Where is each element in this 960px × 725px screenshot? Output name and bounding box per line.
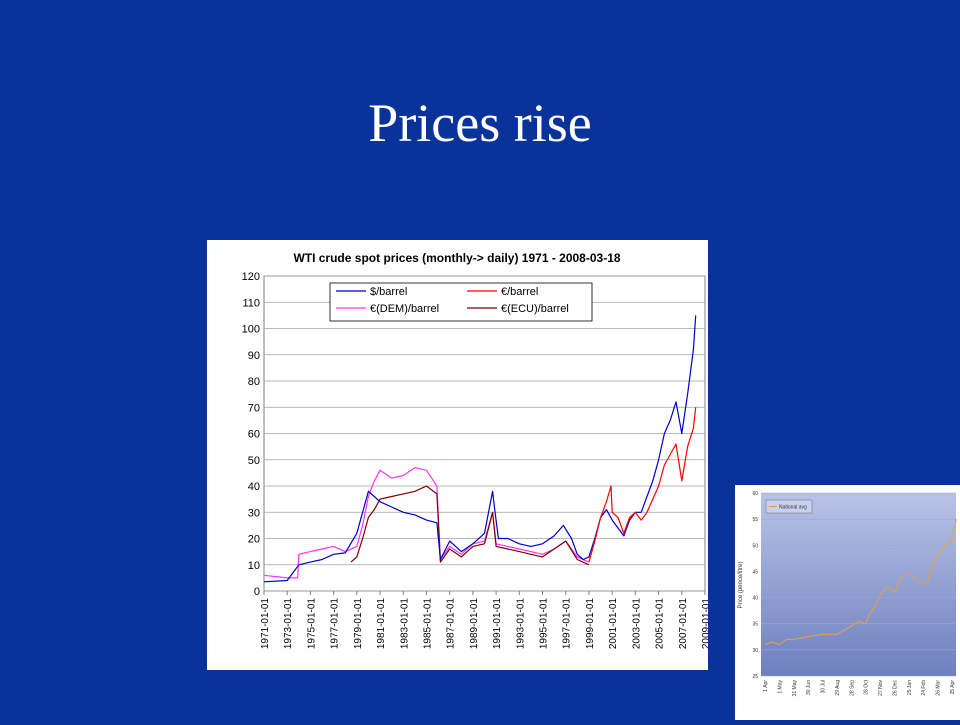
x-tick-label: 1997-01-01 bbox=[562, 598, 573, 650]
x-tick-label: 2005-01-01 bbox=[655, 598, 666, 650]
legend-box bbox=[329, 282, 593, 322]
y-tick-label: 60 bbox=[248, 429, 260, 441]
y-tick-label: 70 bbox=[248, 402, 260, 414]
x-tick-label: 2009-01-01 bbox=[701, 598, 708, 650]
chart-legend: $/barrel €/barrel €(DEM)/barrel €(ECU)/barr… bbox=[329, 282, 593, 322]
x-tick-label: 26 Mar bbox=[936, 680, 942, 696]
x-tick-label: 30 Jul bbox=[821, 680, 827, 693]
x-tick-label: 1989-01-01 bbox=[469, 598, 480, 650]
x-tick-label: 29 Aug bbox=[835, 680, 841, 696]
legend-label: National avg bbox=[779, 505, 807, 511]
y-tick-label: 35 bbox=[752, 622, 758, 628]
x-tick-label: 28 Sep bbox=[849, 680, 855, 696]
y-tick-label: 90 bbox=[248, 350, 260, 362]
y-tick-label: 110 bbox=[242, 297, 260, 309]
x-tick-label: 25 Jan bbox=[907, 680, 913, 695]
x-tick-label: 1991-01-01 bbox=[492, 598, 503, 650]
x-tick-label: 2007-01-01 bbox=[678, 598, 689, 650]
y-tick-label: 25 bbox=[752, 674, 758, 680]
x-tick-label: 1 Apr bbox=[763, 680, 769, 692]
x-tick-label: 26 Dec bbox=[892, 680, 898, 696]
y-tick-label: 60 bbox=[752, 491, 758, 497]
x-tick-label: 1983-01-01 bbox=[399, 598, 410, 650]
x-tick-label: 1973-01-01 bbox=[283, 598, 294, 650]
chart-title: WTI crude spot prices (monthly-> daily) … bbox=[293, 251, 620, 265]
chart-series bbox=[764, 518, 957, 646]
x-tick-label: 2003-01-01 bbox=[631, 598, 642, 650]
x-tick-label: 1975-01-01 bbox=[306, 598, 317, 650]
x-tick-label: 1981-01-01 bbox=[376, 598, 387, 650]
x-tick-label: 2001-01-01 bbox=[608, 598, 619, 650]
y-tick-label: 10 bbox=[248, 560, 260, 572]
x-tick-label: 1 May bbox=[777, 680, 783, 694]
legend-box bbox=[765, 499, 813, 514]
x-tick-label: 1993-01-01 bbox=[515, 598, 526, 650]
uk-fuel-price-chart-svg: 25 30 35 40 45 50 55 60 1 Apr 1 May 31 May 30 Jun 3… bbox=[738, 491, 957, 696]
y-tick-label: 120 bbox=[242, 271, 260, 283]
x-tick-label: 1987-01-01 bbox=[446, 598, 457, 650]
chart-grid bbox=[761, 492, 956, 677]
wti-price-chart: WTI crude spot prices (monthly-> daily) … bbox=[207, 240, 712, 670]
x-tick-label: 1979-01-01 bbox=[353, 598, 364, 650]
y-tick-label: 30 bbox=[752, 648, 758, 654]
y-tick-label: 80 bbox=[248, 376, 260, 388]
y-tick-label: 50 bbox=[752, 543, 758, 549]
y-axis-label: Price (pence/litre) bbox=[738, 561, 744, 608]
series-line-2 bbox=[263, 467, 590, 579]
x-tick-label: 31 May bbox=[792, 680, 798, 697]
uk-fuel-price-chart: 25 30 35 40 45 50 55 60 1 Apr 1 May 31 May 30 Jun 3… bbox=[735, 485, 960, 720]
x-tick-label: 30 Jun bbox=[806, 680, 812, 695]
x-tick-label: 1977-01-01 bbox=[330, 598, 341, 650]
y-tick-label: 100 bbox=[242, 324, 260, 336]
y-tick-label: 45 bbox=[752, 569, 758, 575]
plot-area bbox=[761, 493, 956, 676]
chart-grid bbox=[263, 275, 706, 592]
wti-price-chart-svg: WTI crude spot prices (monthly-> daily) … bbox=[242, 251, 712, 650]
x-tick-label: 28 Oct bbox=[864, 679, 870, 694]
series-line-0 bbox=[263, 315, 697, 583]
x-tick-label: 25 Apr bbox=[950, 680, 956, 695]
legend-label: €(DEM)/barrel bbox=[370, 303, 439, 315]
chart-series bbox=[263, 315, 697, 583]
y-axis-ticks: 0 10 20 30 40 50 60 70 80 90 100 110 120 bbox=[242, 271, 260, 598]
y-tick-label: 0 bbox=[254, 586, 260, 598]
y-tick-label: 20 bbox=[248, 534, 260, 546]
x-tick-label: 1999-01-01 bbox=[585, 598, 596, 650]
y-axis-ticks: 25 30 35 40 45 50 55 60 bbox=[752, 491, 758, 680]
series-line-3 bbox=[350, 485, 590, 566]
legend-label: €/barrel bbox=[501, 286, 538, 298]
x-tick-label: 1985-01-01 bbox=[422, 598, 433, 650]
x-tick-label: 24 Feb bbox=[921, 680, 927, 696]
x-axis-ticks: 1 Apr 1 May 31 May 30 Jun 30 Jul 29 Aug 28 Sep… bbox=[763, 679, 956, 696]
y-tick-label: 40 bbox=[248, 481, 260, 493]
x-axis-ticks: 1971-01-01 1973-01-01 1975-01-01 1977-01-01… bbox=[260, 591, 712, 650]
series-line-0 bbox=[764, 518, 957, 646]
x-tick-label: 27 Nov bbox=[878, 680, 884, 696]
series-line-1 bbox=[588, 407, 697, 563]
legend-label: $/barrel bbox=[370, 286, 407, 298]
y-tick-label: 30 bbox=[248, 507, 260, 519]
legend-label: €(ECU)/barrel bbox=[501, 303, 569, 315]
slide-title: Prices rise bbox=[368, 93, 592, 153]
chart-legend: National avg bbox=[765, 499, 813, 514]
x-tick-label: 1971-01-01 bbox=[260, 598, 271, 650]
y-tick-label: 55 bbox=[752, 517, 758, 523]
x-tick-label: 1995-01-01 bbox=[539, 598, 550, 650]
y-tick-label: 40 bbox=[752, 596, 758, 602]
y-tick-label: 50 bbox=[248, 455, 260, 467]
